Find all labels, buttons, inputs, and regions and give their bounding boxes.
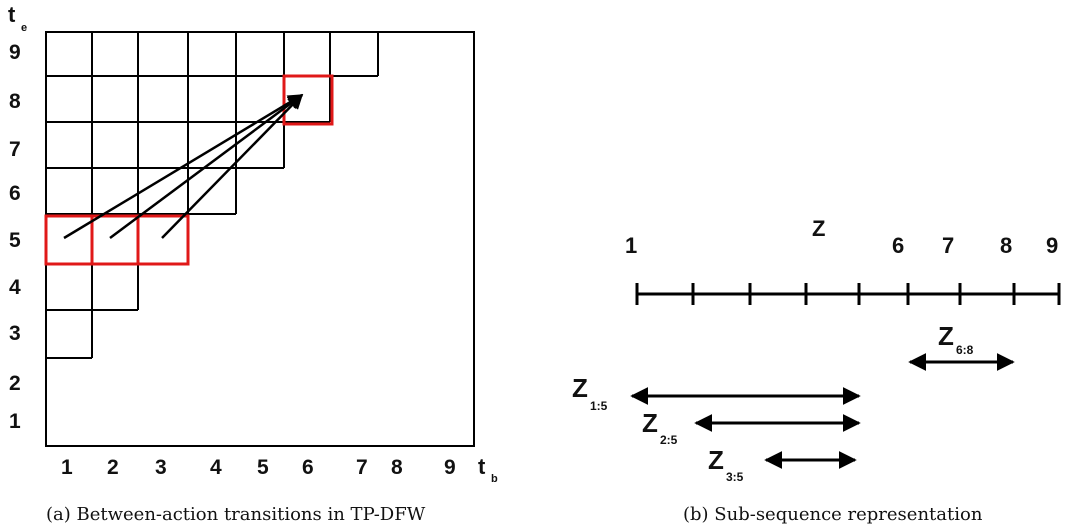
row-label: 8 — [9, 90, 21, 113]
column-label: 8 — [391, 456, 403, 479]
column-label: 5 — [257, 456, 269, 479]
highlight-cell-3-5 — [136, 214, 190, 266]
column-label: 4 — [210, 456, 222, 479]
row-label: 2 — [9, 372, 21, 395]
highlight-cell-6-8 — [282, 74, 334, 126]
column-label: 2 — [107, 456, 119, 479]
span-arrows — [630, 353, 1015, 469]
tick-label: 1 — [625, 233, 637, 258]
tick-label: 6 — [892, 233, 904, 258]
row-label: 1 — [9, 410, 21, 433]
span-subscript: 3:5 — [726, 470, 744, 484]
column-label: 6 — [302, 456, 314, 479]
span-label: Z — [708, 445, 724, 475]
panel-b-subsequence-diagram: 1 Z 6 7 8 9 Z 6:8 Z — [572, 216, 1061, 525]
span-label: Z — [642, 408, 658, 438]
outer-frame — [45, 31, 475, 447]
transition-arrows — [63, 93, 304, 240]
x-axis-title: t — [478, 454, 486, 479]
row-label: 4 — [9, 276, 21, 299]
column-label: 7 — [356, 456, 368, 479]
row-label: 3 — [9, 322, 21, 345]
arrow-from-3-5 — [161, 93, 304, 239]
caption-a: (a) Between-action transitions in TP-DFW — [46, 504, 426, 525]
span-label: Z — [938, 321, 954, 351]
staircase-grid — [46, 32, 379, 359]
span-subscript: 1:5 — [590, 399, 608, 413]
y-axis-title: t — [8, 2, 16, 27]
span-subscript: 6:8 — [956, 343, 974, 357]
sequence-label: Z — [812, 216, 825, 241]
caption-b: (b) Sub-sequence representation — [683, 504, 983, 525]
column-label: 9 — [444, 456, 456, 479]
column-label: 1 — [61, 456, 73, 479]
highlighted-cells — [44, 74, 334, 266]
column-label: 3 — [155, 456, 167, 479]
tick-label: 7 — [942, 233, 954, 258]
span-label: Z — [572, 373, 588, 403]
span-labels: Z 6:8 Z 1:5 Z 2:5 Z 3:5 — [572, 321, 974, 484]
arrow-from-2-5 — [109, 93, 304, 240]
column-labels: 1 2 3 4 5 6 7 8 9 — [61, 456, 456, 479]
row-label: 7 — [9, 138, 21, 161]
tick-label: 9 — [1046, 233, 1058, 258]
panel-a-grid-diagram: t e t b 9 8 7 6 5 4 3 2 1 1 2 3 4 5 6 7 … — [8, 2, 498, 525]
x-axis-subscript: b — [491, 473, 498, 485]
row-label: 6 — [9, 182, 21, 205]
row-label: 9 — [9, 41, 21, 64]
tick-label: 8 — [1000, 233, 1012, 258]
arrow-from-1-5 — [63, 93, 304, 240]
highlight-cell-1-5 — [44, 214, 94, 266]
row-label: 5 — [9, 229, 21, 252]
span-subscript: 2:5 — [660, 433, 678, 447]
y-axis-subscript: e — [21, 22, 27, 34]
row-labels: 9 8 7 6 5 4 3 2 1 — [9, 41, 21, 433]
sequence-timeline — [635, 283, 1061, 305]
